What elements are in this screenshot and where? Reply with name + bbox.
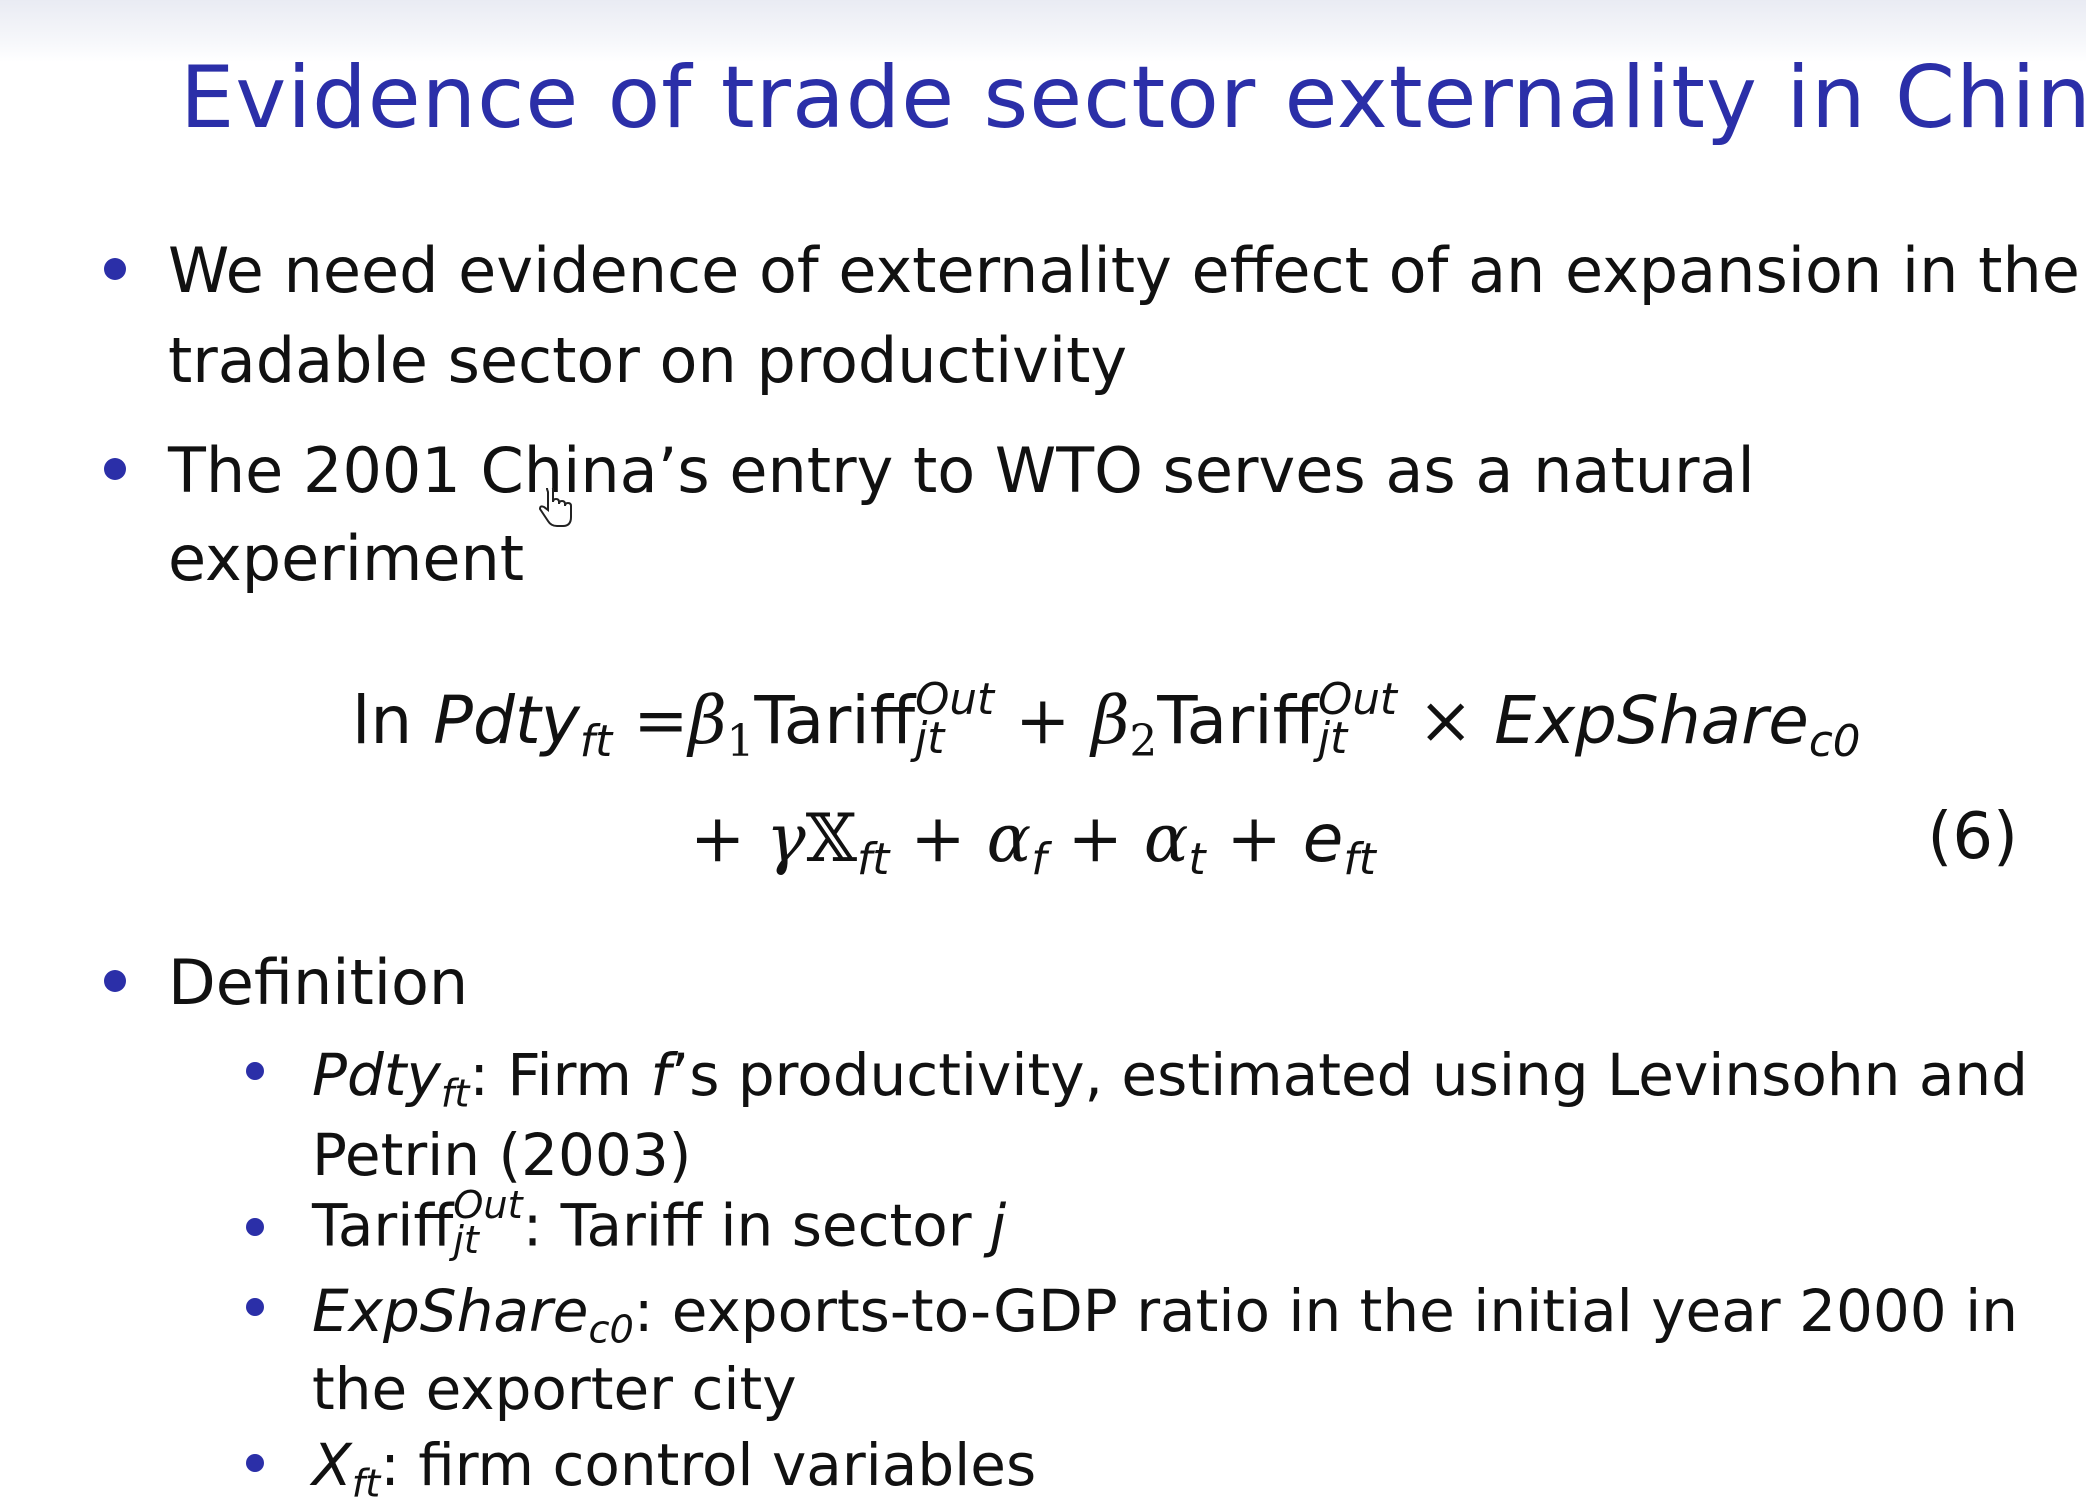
eq-expshare-sub: c0 [1808, 717, 1861, 768]
definition-1-line-1: Pdtyft: Firm f’s productivity, estimated… [312, 1046, 2028, 1114]
equation-line-2: + γ𝕏ft + αf + αt + eft [690, 806, 1376, 883]
eq-equals: = [633, 682, 689, 760]
bullet-2-line-1: The 2001 China’s entry to WTO serves as … [168, 434, 1755, 507]
eq-alpha-f: α [986, 800, 1032, 877]
definition-3-line-2: the exporter city [312, 1355, 797, 1423]
eq-beta1: β [688, 682, 727, 760]
def-2-sup: Out [453, 1183, 523, 1228]
def-2-sub: jt [453, 1217, 479, 1263]
def-3-text: : exports-to-GDP ratio in the initial ye… [633, 1277, 2018, 1345]
eq-alpha-t: α [1143, 800, 1189, 877]
bullet-dot [104, 970, 126, 992]
def-4-sub: ft [351, 1461, 381, 1506]
bullet-1-line-2: tradable sector on productivity [168, 324, 1128, 397]
eq-plus-5: + [1226, 800, 1282, 877]
def-3-term: ExpShare [312, 1277, 589, 1345]
eq-pdty: Pdty [433, 682, 580, 760]
equation-line-1: ln Pdtyft =β1Tariff Out jt + β2Tariff Out jt… [352, 678, 1861, 768]
slide-title: Evidence of trade sector externality in … [180, 48, 2086, 148]
eq-plus-4: + [1067, 800, 1123, 877]
def-1-f: f [650, 1041, 671, 1109]
eq-e: e [1302, 800, 1344, 877]
hand-pointer-icon [536, 484, 576, 532]
def-1-text-a: : Firm [469, 1041, 651, 1109]
eq-expshare: ExpShare [1494, 682, 1809, 760]
def-4-text: : firm control variables [380, 1431, 1037, 1499]
bullet-3-definition: Definition [168, 946, 469, 1019]
bullet-dot [104, 258, 126, 280]
sub-bullet-dot [246, 1454, 264, 1472]
eq-tariff-1: Tariff [754, 682, 916, 760]
def-4-term: X [312, 1431, 352, 1499]
def-1-sub: ft [440, 1071, 470, 1117]
def-2-term: Tariff [312, 1191, 454, 1260]
def-2-j: j [990, 1191, 1007, 1260]
eq-beta2: β [1091, 682, 1130, 760]
def-1-term: Pdty [312, 1041, 441, 1109]
definition-2: Tariff Out jt: Tariff in sector j [312, 1187, 1006, 1263]
eq-plus-2: + [690, 800, 746, 877]
eq-pdty-sub: ft [579, 717, 613, 768]
eq-tariff-2-sup: Out [1318, 675, 1397, 725]
definition-4: Xft: firm control variables [312, 1436, 1036, 1504]
bullet-1-line-1: We need evidence of externality effect o… [168, 234, 2080, 307]
eq-tariff-2-sub: jt [1318, 714, 1348, 765]
equation-number: (6) [1927, 800, 2018, 874]
eq-tariff-2: Tariff [1157, 682, 1319, 760]
definition-3-line-1: ExpSharec0: exports-to-GDP ratio in the … [312, 1282, 2018, 1350]
eq-alpha-t-sub: t [1188, 835, 1206, 886]
sub-bullet-dot [246, 1218, 264, 1236]
def-3-sub: c0 [588, 1307, 634, 1353]
eq-beta2-sub: 2 [1129, 717, 1158, 768]
sub-bullet-dot [246, 1298, 264, 1316]
eq-ln: ln [352, 682, 413, 760]
eq-times: × [1417, 682, 1474, 760]
eq-gamma: γ [766, 800, 806, 877]
eq-alpha-f-sub: f [1031, 835, 1047, 886]
eq-tariff-1-sup: Out [915, 675, 995, 725]
eq-plus-3: + [910, 800, 966, 877]
eq-e-sub: ft [1343, 835, 1376, 886]
def-1-text-b: ’s productivity, estimated using Levinso… [670, 1041, 2028, 1109]
eq-tariff-1-sub: jt [915, 714, 945, 765]
eq-X: 𝕏 [805, 800, 857, 877]
sub-bullet-dot [246, 1062, 264, 1080]
definition-1-line-2: Petrin (2003) [312, 1121, 692, 1189]
top-bar [0, 0, 2086, 62]
eq-plus-1: + [1015, 682, 1071, 760]
bullet-dot [104, 458, 126, 480]
eq-beta1-sub: 1 [726, 717, 755, 768]
eq-X-sub: ft [856, 835, 890, 886]
bullet-2-line-2: experiment [168, 522, 525, 595]
def-2-text: : Tariff in sector [522, 1191, 991, 1260]
